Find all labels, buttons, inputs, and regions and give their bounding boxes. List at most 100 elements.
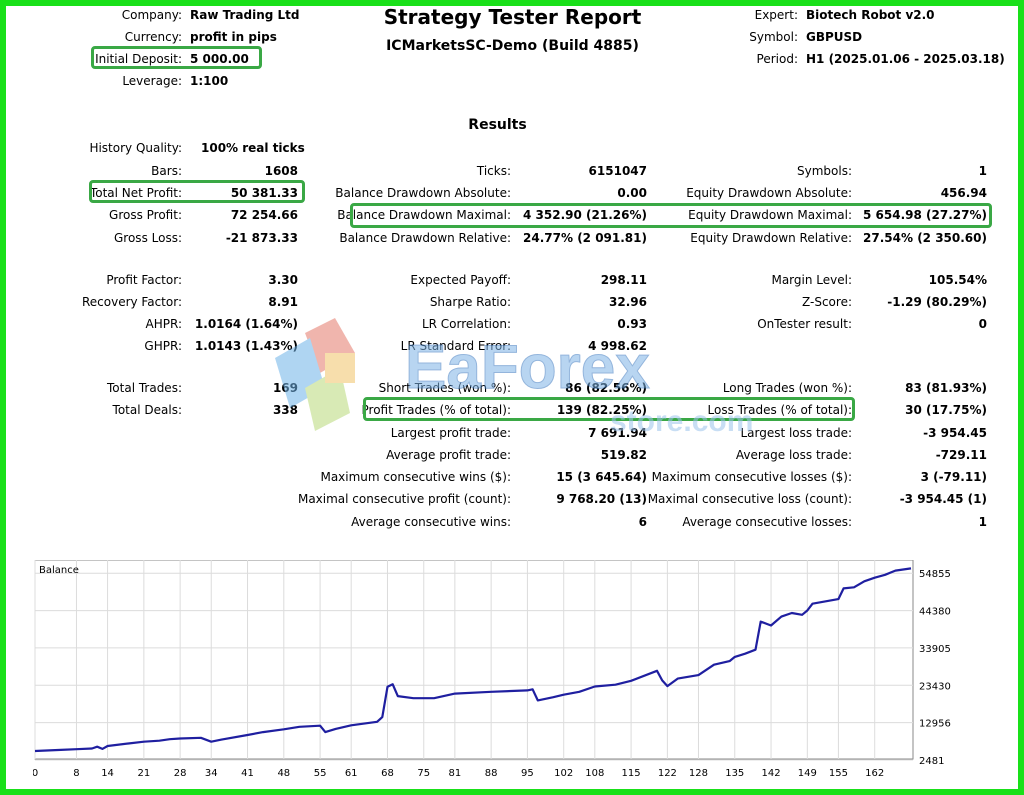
x-tick-label-21: 142 bbox=[762, 768, 781, 779]
col1-label-5: Recovery Factor: bbox=[81, 295, 182, 309]
header-right-label-1: Symbol: bbox=[749, 30, 798, 44]
col3-label-1: Equity Drawdown Absolute: bbox=[686, 186, 852, 200]
header-right-value-2: H1 (2025.01.06 - 2025.03.18) bbox=[806, 52, 1005, 66]
col2-label-2: Balance Drawdown Maximal: bbox=[337, 208, 511, 222]
col1-value-3: -21 873.33 bbox=[225, 231, 298, 245]
col2-label-7: LR Standard Error: bbox=[400, 339, 511, 353]
col2-value-6: 0.93 bbox=[617, 317, 647, 331]
col2-value-14: 6 bbox=[638, 515, 647, 529]
report-subtitle: ICMarketsSC-Demo (Build 4885) bbox=[386, 38, 639, 54]
x-tick-label-20: 135 bbox=[725, 768, 744, 779]
x-tick-label-11: 75 bbox=[417, 768, 430, 779]
col2-label-5: Sharpe Ratio: bbox=[429, 295, 511, 309]
col3-label-13: Average consecutive losses: bbox=[682, 515, 852, 529]
highlight-total-net-profit bbox=[89, 180, 305, 203]
col2-label-4: Expected Payoff: bbox=[410, 273, 511, 287]
x-tick-label-2: 14 bbox=[101, 768, 114, 779]
col3-label-6: OnTester result: bbox=[757, 317, 852, 331]
header-right-value-0: Biotech Robot v2.0 bbox=[806, 8, 935, 22]
col2-label-13: Maximal consecutive profit (count): bbox=[297, 492, 511, 506]
col2-value-4: 298.11 bbox=[600, 273, 647, 287]
col2-label-9: Profit Trades (% of total): bbox=[361, 403, 511, 417]
col2-value-13: 9 768.20 (13) bbox=[556, 492, 647, 506]
col3-value-4: 105.54% bbox=[928, 273, 987, 287]
col3-label-7: Long Trades (won %): bbox=[722, 381, 852, 395]
col2-value-7: 4 998.62 bbox=[588, 339, 647, 353]
col1-label-7: GHPR: bbox=[144, 339, 182, 353]
x-tick-label-16: 108 bbox=[585, 768, 604, 779]
col3-label-3: Equity Drawdown Relative: bbox=[690, 231, 852, 245]
x-tick-label-10: 68 bbox=[381, 768, 394, 779]
highlight-drawdown-maximal bbox=[350, 203, 992, 228]
x-tick-label-17: 115 bbox=[622, 768, 641, 779]
x-tick-label-13: 88 bbox=[485, 768, 498, 779]
results-heading: Results bbox=[468, 117, 527, 133]
col1-label-4: Profit Factor: bbox=[106, 273, 182, 287]
history-quality-label: History Quality: bbox=[89, 141, 182, 155]
header-left-value-2: 5 000.00 bbox=[190, 52, 249, 66]
col2-value-1: 0.00 bbox=[617, 186, 647, 200]
col3-label-9: Largest loss trade: bbox=[740, 426, 852, 440]
col3-value-13: 1 bbox=[978, 515, 987, 529]
x-tick-label-4: 28 bbox=[174, 768, 187, 779]
x-tick-label-7: 48 bbox=[277, 768, 290, 779]
col3-value-5: -1.29 (80.29%) bbox=[887, 295, 987, 309]
col3-value-2: 5 654.98 (27.27%) bbox=[863, 208, 987, 222]
col2-label-14: Average consecutive wins: bbox=[351, 515, 511, 529]
col2-label-8: Short Trades (won %): bbox=[378, 381, 511, 395]
col3-label-8: Loss Trades (% of total): bbox=[707, 403, 853, 417]
col1-label-8: Total Trades: bbox=[107, 381, 182, 395]
x-tick-label-15: 102 bbox=[554, 768, 573, 779]
col2-label-11: Average profit trade: bbox=[386, 448, 511, 462]
x-tick-label-1: 8 bbox=[73, 768, 79, 779]
col1-value-8: 169 bbox=[272, 381, 298, 395]
x-tick-label-23: 155 bbox=[829, 768, 848, 779]
col3-value-9: -3 954.45 bbox=[923, 426, 987, 440]
col1-label-3: Gross Loss: bbox=[114, 231, 182, 245]
header-left-label-0: Company: bbox=[121, 8, 182, 22]
highlight-profit-loss-trades bbox=[363, 397, 855, 421]
x-tick-label-8: 55 bbox=[314, 768, 327, 779]
x-tick-label-18: 122 bbox=[658, 768, 677, 779]
col1-value-4: 3.30 bbox=[268, 273, 298, 287]
col1-value-6: 1.0164 (1.64%) bbox=[194, 317, 298, 331]
col1-label-0: Bars: bbox=[151, 164, 182, 178]
col3-value-10: -729.11 bbox=[935, 448, 987, 462]
col3-value-7: 83 (81.93%) bbox=[905, 381, 987, 395]
balance-series-line bbox=[34, 567, 912, 753]
y-tick-label-2: 23430 bbox=[919, 681, 951, 692]
col1-label-9: Total Deals: bbox=[112, 403, 182, 417]
col3-value-8: 30 (17.75%) bbox=[905, 403, 987, 417]
col3-label-11: Maximum consecutive losses ($): bbox=[651, 470, 852, 484]
col2-value-2: 4 352.90 (21.26%) bbox=[523, 208, 647, 222]
col2-value-9: 139 (82.25%) bbox=[556, 403, 647, 417]
y-tick-label-5: 54855 bbox=[919, 569, 951, 580]
col3-value-6: 0 bbox=[978, 317, 987, 331]
header-left-label-2: Initial Deposit: bbox=[95, 52, 182, 66]
header-left-label-1: Currency: bbox=[124, 30, 182, 44]
y-tick-label-3: 33905 bbox=[919, 644, 951, 655]
col2-value-5: 32.96 bbox=[609, 295, 647, 309]
col2-value-3: 24.77% (2 091.81) bbox=[523, 231, 647, 245]
col2-value-10: 7 691.94 bbox=[588, 426, 647, 440]
col1-value-2: 72 254.66 bbox=[230, 208, 298, 222]
x-tick-label-6: 41 bbox=[241, 768, 254, 779]
x-tick-label-9: 61 bbox=[345, 768, 358, 779]
col2-value-0: 6151047 bbox=[588, 164, 647, 178]
col1-value-9: 338 bbox=[272, 403, 298, 417]
col3-value-11: 3 (-79.11) bbox=[920, 470, 987, 484]
highlight-initial-deposit bbox=[91, 46, 262, 69]
y-tick-label-0: 2481 bbox=[919, 756, 944, 767]
col3-label-2: Equity Drawdown Maximal: bbox=[688, 208, 852, 222]
x-tick-label-22: 149 bbox=[798, 768, 817, 779]
chart-plot-area bbox=[34, 560, 914, 760]
report-title: Strategy Tester Report bbox=[383, 5, 642, 29]
col3-value-12: -3 954.45 (1) bbox=[899, 492, 987, 506]
header-left-value-0: Raw Trading Ltd bbox=[190, 8, 300, 22]
col1-label-2: Gross Profit: bbox=[109, 208, 182, 222]
header-right-label-2: Period: bbox=[756, 52, 798, 66]
col2-value-12: 15 (3 645.64) bbox=[556, 470, 647, 484]
col1-label-6: AHPR: bbox=[145, 317, 182, 331]
y-tick-label-4: 44380 bbox=[919, 607, 951, 618]
col3-label-12: Maximal consecutive loss (count): bbox=[647, 492, 852, 506]
